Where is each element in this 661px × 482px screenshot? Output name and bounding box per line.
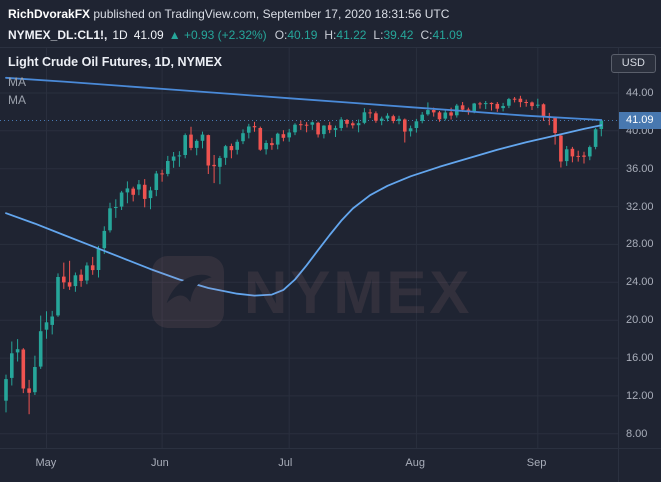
chart-title[interactable]: Light Crude Oil Futures, 1D, NYMEX bbox=[8, 55, 222, 69]
price-tick-label: 28.00 bbox=[626, 238, 654, 251]
last-price: 41.09 bbox=[133, 28, 164, 42]
chart-row: Light Crude Oil Futures, 1D, NYMEX MA MA… bbox=[0, 47, 661, 448]
high-value: 41.22 bbox=[336, 28, 367, 42]
price-tick-label: 8.00 bbox=[626, 427, 648, 440]
ma-line bbox=[5, 124, 603, 297]
time-tick-label: Aug bbox=[405, 457, 425, 469]
price-axis[interactable]: 41.09 44.00 40.00 36.00 32.00 28.00 24.00 20.0… bbox=[618, 48, 661, 448]
price-tick-label: 16.00 bbox=[626, 352, 654, 365]
price-tick-label: 44.00 bbox=[626, 86, 654, 99]
ohlc-close: C:41.09 bbox=[420, 28, 462, 42]
time-tick-label: Sep bbox=[526, 457, 547, 469]
time-tick-label: Jun bbox=[151, 457, 169, 469]
price-change: +0.93 (+2.32%) bbox=[183, 28, 267, 42]
ohlc-high: H:41.22 bbox=[324, 28, 366, 42]
close-value: 41.09 bbox=[432, 28, 463, 42]
symbol-row: NYMEX_DL:CL1!, 1D 41.09 ▲ +0.93 (+2.32%)… bbox=[8, 28, 653, 42]
interval-label: 1D bbox=[112, 28, 128, 42]
price-chart[interactable] bbox=[0, 48, 618, 448]
high-label: H: bbox=[324, 28, 337, 42]
low-label: L: bbox=[373, 28, 384, 42]
open-value: 40.19 bbox=[287, 28, 318, 42]
chart-pane[interactable]: Light Crude Oil Futures, 1D, NYMEX MA MA… bbox=[0, 48, 618, 448]
arrow-up-icon: ▲ bbox=[168, 28, 181, 42]
time-tick-label: May bbox=[35, 457, 57, 469]
last-price-badge: 41.09 bbox=[619, 111, 661, 129]
ohlc-low: L:39.42 bbox=[373, 28, 413, 42]
symbol-name: NYMEX_DL:CL1!, bbox=[8, 28, 108, 42]
ma-indicator-label[interactable]: MA bbox=[8, 75, 26, 89]
price-tick-label: 36.00 bbox=[626, 162, 654, 175]
price-tick-label: 32.00 bbox=[626, 200, 654, 213]
published-text: published on TradingView.com, September … bbox=[90, 7, 450, 21]
author-name: RichDvorakFX bbox=[8, 7, 91, 21]
time-axis[interactable]: May Jun Jul Aug Sep bbox=[0, 448, 661, 482]
price-tick-label: 20.00 bbox=[626, 314, 654, 327]
ma-line bbox=[5, 76, 603, 121]
price-tick-label: 12.00 bbox=[626, 389, 654, 402]
ma-indicator-label[interactable]: MA bbox=[8, 93, 26, 107]
attribution-line: RichDvorakFX published on TradingView.co… bbox=[8, 7, 653, 21]
chart-header: RichDvorakFX published on TradingView.co… bbox=[0, 0, 661, 47]
ohlc-open: O:40.19 bbox=[275, 28, 318, 42]
open-label: O: bbox=[274, 28, 288, 42]
price-tick-label: 24.00 bbox=[626, 276, 654, 289]
chart-legend: Light Crude Oil Futures, 1D, NYMEX MA MA bbox=[8, 55, 222, 111]
close-label: C: bbox=[420, 28, 433, 42]
time-tick-label: Jul bbox=[278, 457, 293, 469]
low-value: 39.42 bbox=[383, 28, 414, 42]
currency-toggle-button[interactable]: USD bbox=[610, 54, 656, 73]
